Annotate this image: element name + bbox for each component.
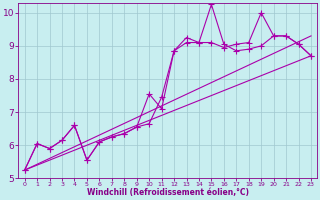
X-axis label: Windchill (Refroidissement éolien,°C): Windchill (Refroidissement éolien,°C) bbox=[87, 188, 249, 197]
